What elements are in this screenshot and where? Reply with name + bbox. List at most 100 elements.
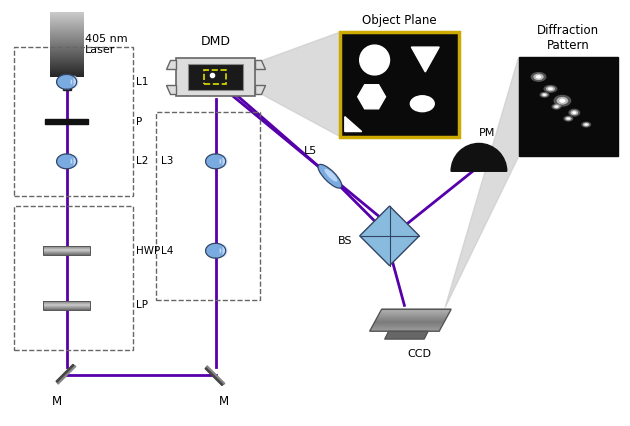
Polygon shape [50,71,84,72]
Polygon shape [50,53,84,54]
Polygon shape [375,320,445,321]
Polygon shape [43,306,91,307]
Ellipse shape [554,106,558,108]
Polygon shape [255,60,265,69]
Polygon shape [205,243,226,258]
Polygon shape [50,23,84,24]
Polygon shape [50,21,84,22]
Ellipse shape [581,121,591,127]
Polygon shape [43,250,91,251]
Polygon shape [43,307,91,308]
Ellipse shape [534,74,544,80]
Polygon shape [50,66,84,67]
Polygon shape [50,63,84,64]
Polygon shape [50,49,84,50]
Polygon shape [50,34,84,35]
Polygon shape [50,76,84,77]
Polygon shape [370,329,440,330]
Bar [43,246,91,255]
Polygon shape [43,254,91,255]
Polygon shape [50,17,84,18]
Text: P: P [136,117,142,127]
Text: L3: L3 [161,156,173,166]
Polygon shape [43,246,91,247]
Text: CCD: CCD [408,349,432,359]
Polygon shape [71,79,72,84]
Polygon shape [43,248,91,249]
Polygon shape [74,75,79,88]
Bar [156,112,260,300]
Ellipse shape [570,110,578,115]
Polygon shape [50,68,84,69]
Ellipse shape [530,72,546,82]
Polygon shape [374,321,445,322]
Polygon shape [374,322,444,323]
Ellipse shape [553,105,559,109]
Text: L4: L4 [161,246,173,256]
Polygon shape [255,85,265,94]
Polygon shape [50,59,84,60]
Polygon shape [370,330,440,331]
Bar [45,119,88,124]
Ellipse shape [559,99,566,103]
Polygon shape [50,32,84,33]
Polygon shape [50,47,84,48]
Polygon shape [380,311,450,312]
Polygon shape [50,74,84,75]
Polygon shape [50,64,84,65]
Polygon shape [50,67,84,68]
Polygon shape [50,46,84,47]
Ellipse shape [539,92,549,98]
Text: Diffraction
Pattern: Diffraction Pattern [537,24,599,52]
Polygon shape [50,42,84,43]
Text: DMD: DMD [200,35,231,48]
Polygon shape [379,312,449,314]
Polygon shape [57,75,77,89]
Ellipse shape [563,115,573,121]
Polygon shape [50,12,84,13]
Polygon shape [50,33,84,34]
Polygon shape [381,309,451,311]
Polygon shape [373,324,443,325]
Polygon shape [43,253,91,254]
Polygon shape [50,62,84,63]
Text: L1: L1 [136,77,149,87]
Polygon shape [166,60,176,69]
Circle shape [360,45,389,75]
Polygon shape [378,314,449,315]
Ellipse shape [553,95,571,106]
Polygon shape [50,18,84,19]
Polygon shape [43,247,91,248]
Ellipse shape [536,75,541,79]
Polygon shape [374,323,444,324]
Polygon shape [378,315,448,317]
Polygon shape [43,252,91,253]
Polygon shape [358,85,386,109]
Polygon shape [50,72,84,73]
Polygon shape [377,317,447,318]
Polygon shape [71,159,72,164]
Polygon shape [50,27,84,28]
Polygon shape [50,24,84,25]
Polygon shape [50,73,84,74]
Ellipse shape [546,86,555,92]
Bar [203,70,226,84]
Polygon shape [50,69,84,70]
Polygon shape [50,50,84,51]
Text: BS: BS [338,236,352,246]
Polygon shape [43,303,91,304]
Polygon shape [50,25,84,26]
Polygon shape [50,41,84,42]
Polygon shape [384,331,428,339]
Ellipse shape [318,164,342,188]
Polygon shape [50,48,84,49]
Ellipse shape [583,123,590,127]
Polygon shape [57,154,77,169]
Polygon shape [50,13,84,14]
Polygon shape [50,44,84,45]
Ellipse shape [551,104,561,109]
Ellipse shape [543,94,546,96]
Polygon shape [56,364,75,383]
Ellipse shape [410,96,434,112]
Polygon shape [50,29,84,30]
